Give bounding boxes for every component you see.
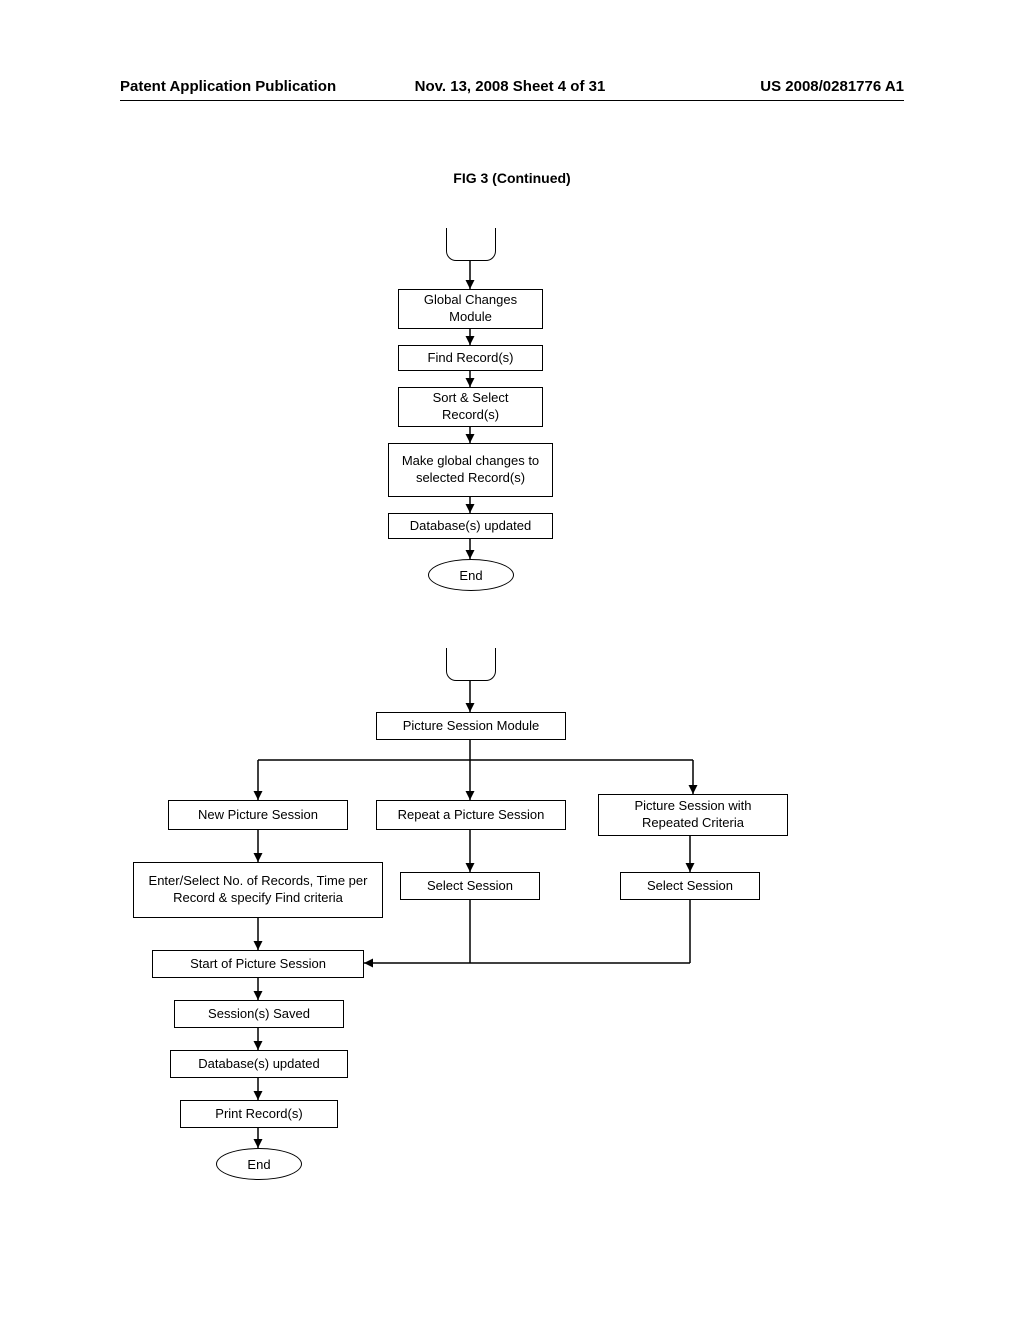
page-root: Patent Application Publication Nov. 13, … <box>0 0 1024 1320</box>
arrows-flow2 <box>0 0 1024 1320</box>
